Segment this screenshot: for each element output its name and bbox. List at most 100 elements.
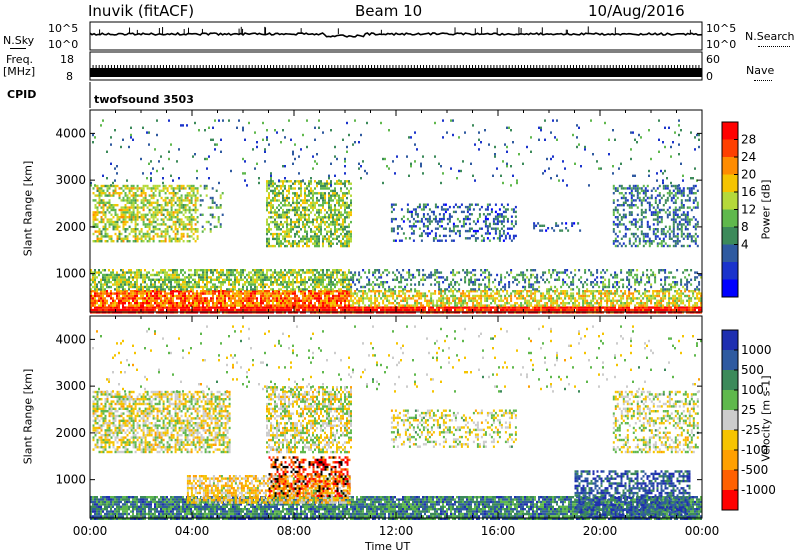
heatmap-cell: [404, 288, 407, 291]
heatmap-cell: [196, 285, 198, 289]
frequency-band: [90, 68, 702, 77]
heatmap-cell: [208, 288, 210, 291]
heatmap-cell: [312, 281, 314, 284]
heatmap-cell: [286, 283, 288, 286]
heatmap-cell: [114, 302, 116, 305]
heatmap-cell: [362, 302, 365, 305]
heatmap-cell: [462, 304, 465, 307]
heatmap-cell: [224, 308, 226, 312]
heatmap-cell: [374, 308, 376, 312]
heatmap-cell: [146, 285, 148, 289]
heatmap-cell: [394, 304, 397, 307]
heatmap-cell: [176, 204, 179, 207]
nsky-label: N.Sky: [3, 34, 35, 47]
heatmap-cell: [132, 194, 135, 197]
heatmap-cell: [218, 278, 220, 281]
heatmap-cell: [620, 297, 623, 300]
heatmap-cell: [322, 308, 324, 312]
heatmap-cell: [180, 278, 182, 281]
heatmap-cell: [176, 218, 179, 221]
heatmap-cell: [138, 237, 141, 240]
heatmap-cell: [158, 294, 160, 298]
heatmap-cell: [600, 306, 602, 309]
heatmap-cell: [628, 273, 631, 277]
heatmap-cell: [94, 283, 96, 286]
heatmap-cell: [320, 308, 322, 312]
heatmap-cell: [528, 304, 531, 307]
heatmap-cell: [184, 225, 187, 228]
heatmap-cell: [388, 285, 391, 289]
heatmap-cell: [226, 292, 228, 295]
heatmap-cell: [190, 281, 192, 284]
heatmap-cell: [266, 308, 268, 312]
heatmap-cell: [278, 283, 280, 286]
heatmap-cell: [346, 292, 348, 295]
heatmap-cell: [296, 308, 298, 312]
heatmap-cell: [560, 290, 563, 293]
heatmap-cell: [304, 292, 306, 295]
heatmap-cell: [390, 308, 392, 312]
heatmap-cell: [358, 304, 361, 307]
heatmap-cell: [217, 218, 220, 221]
heatmap-cell: [338, 299, 340, 302]
heatmap-cell: [320, 276, 322, 279]
heatmap-cell: [584, 302, 587, 305]
heatmap-cell: [154, 208, 157, 212]
heatmap-cell: [112, 194, 115, 197]
heatmap-cell: [104, 302, 106, 305]
heatmap-cell: [552, 290, 555, 293]
heatmap-cell: [634, 306, 636, 309]
heatmap-cell: [658, 299, 661, 302]
heatmap-cell: [244, 281, 246, 284]
heatmap-cell: [470, 308, 472, 312]
heatmap-cell: [212, 292, 214, 295]
heatmap-cell: [264, 283, 266, 286]
heatmap-cell: [194, 206, 197, 209]
heatmap-cell: [612, 283, 615, 286]
heatmap-cell: [530, 294, 533, 298]
heatmap-cell: [550, 288, 553, 291]
heatmap-cell: [162, 240, 165, 243]
heatmap-cell: [294, 292, 296, 295]
heatmap-cell: [546, 306, 548, 309]
heatmap-cell: [150, 208, 153, 212]
heatmap-cell: [250, 302, 252, 305]
heatmap-cell: [96, 223, 99, 226]
heatmap-cell: [374, 269, 377, 272]
heatmap-cell: [172, 204, 175, 207]
heatmap-cell: [106, 290, 108, 293]
heatmap-cell: [314, 306, 316, 309]
heatmap-cell: [322, 273, 324, 277]
heatmap-cell: [262, 276, 264, 279]
heatmap-cell: [398, 285, 401, 289]
heatmap-cell: [296, 299, 298, 302]
heatmap-cell: [340, 306, 342, 309]
heatmap-cell: [148, 194, 151, 197]
heatmap-cell: [124, 187, 127, 190]
heatmap-cell: [594, 308, 596, 312]
heatmap-cell: [488, 281, 491, 284]
heatmap-cell: [182, 240, 185, 243]
heatmap-cell: [680, 302, 683, 305]
heatmap-cell: [248, 299, 250, 302]
heatmap-cell: [418, 283, 421, 286]
heatmap-cell: [700, 292, 703, 295]
heatmap-cell: [104, 304, 106, 307]
heatmap-cell: [170, 187, 173, 190]
heatmap-cell: [256, 304, 258, 307]
heatmap-cell: [548, 292, 551, 295]
heatmap-cell: [262, 302, 264, 305]
heatmap-cell: [404, 304, 407, 307]
heatmap-cell: [272, 302, 274, 305]
heatmap-cell: [302, 308, 304, 312]
heatmap-cell: [396, 278, 399, 281]
heatmap-cell: [548, 290, 551, 293]
freq-tick-top: 18: [60, 53, 74, 66]
heatmap-cell: [528, 290, 531, 293]
heatmap-cell: [224, 306, 226, 309]
heatmap-cell: [242, 304, 244, 307]
heatmap-cell: [560, 302, 563, 305]
heatmap-cell: [458, 306, 460, 309]
heatmap-cell: [472, 297, 475, 300]
heatmap-cell: [128, 225, 131, 228]
